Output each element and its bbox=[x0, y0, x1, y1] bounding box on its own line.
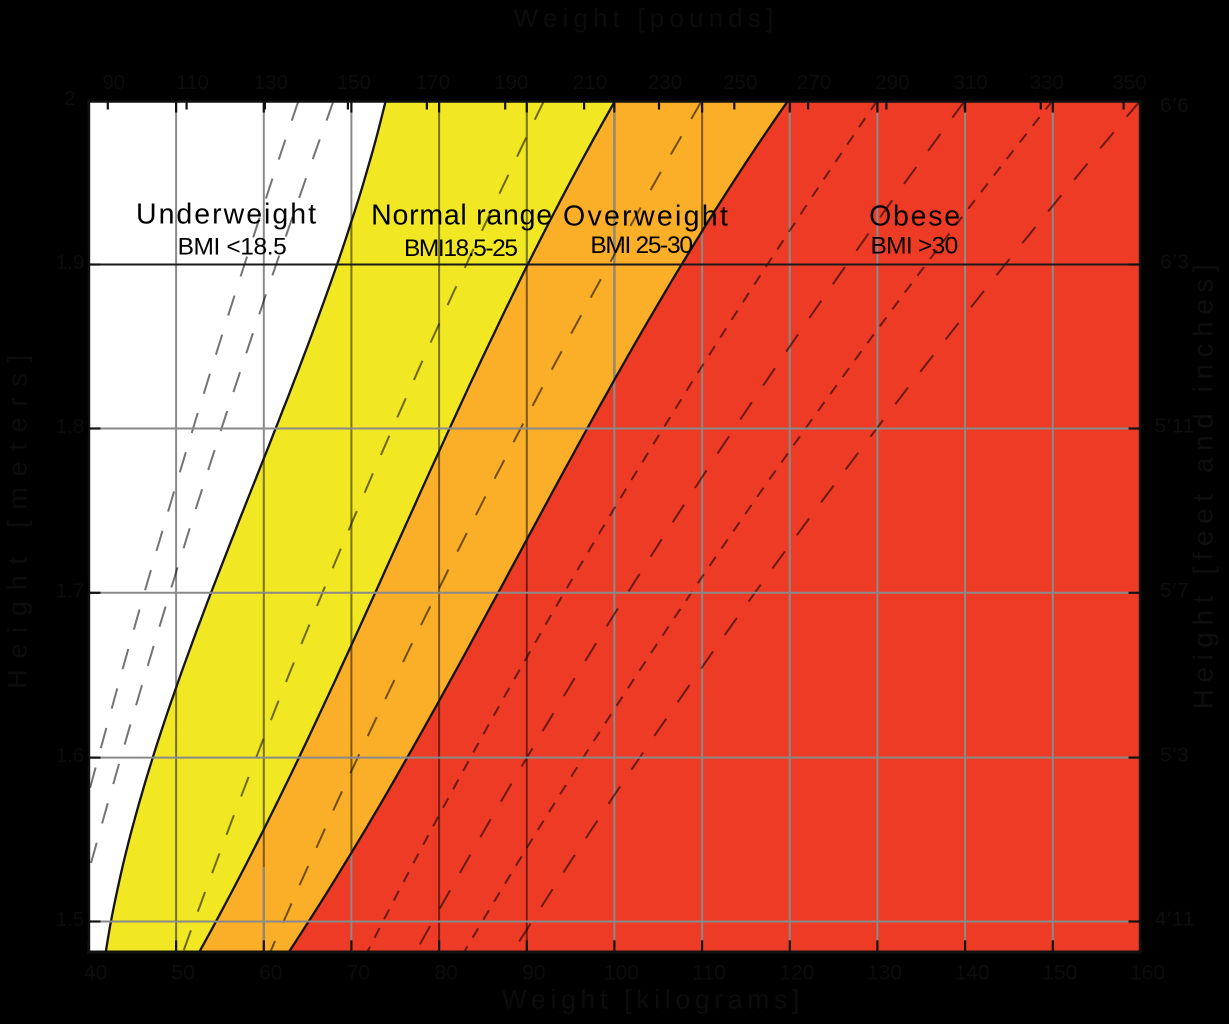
svg-text:Height [meters]: Height [meters] bbox=[3, 344, 33, 689]
svg-text:130: 130 bbox=[867, 962, 902, 985]
svg-text:60: 60 bbox=[259, 962, 282, 985]
svg-text:350: 350 bbox=[1112, 71, 1146, 94]
svg-text:2: 2 bbox=[64, 87, 75, 110]
svg-text:Underweight: Underweight bbox=[136, 199, 318, 231]
svg-text:Height [feet and inches]: Height [feet and inches] bbox=[1187, 258, 1218, 710]
svg-text:1.7: 1.7 bbox=[56, 579, 85, 602]
svg-text:170: 170 bbox=[416, 71, 450, 94]
svg-text:1.8: 1.8 bbox=[56, 415, 85, 438]
svg-text:5′3: 5′3 bbox=[1160, 744, 1190, 767]
svg-text:Obese: Obese bbox=[869, 201, 962, 233]
svg-text:BMI18.5-25: BMI18.5-25 bbox=[404, 235, 517, 262]
svg-text:5′7: 5′7 bbox=[1160, 579, 1190, 602]
svg-text:4′11: 4′11 bbox=[1155, 908, 1196, 931]
svg-text:BMI <18.5: BMI <18.5 bbox=[178, 234, 287, 261]
svg-text:90: 90 bbox=[522, 962, 545, 985]
svg-text:40: 40 bbox=[84, 962, 107, 985]
svg-text:150: 150 bbox=[337, 71, 371, 94]
svg-text:250: 250 bbox=[723, 71, 757, 94]
svg-text:100: 100 bbox=[604, 962, 639, 985]
svg-text:270: 270 bbox=[797, 71, 831, 94]
svg-text:BMI >30: BMI >30 bbox=[870, 233, 957, 260]
svg-text:Normal range: Normal range bbox=[371, 200, 553, 232]
svg-text:190: 190 bbox=[494, 71, 528, 94]
svg-text:5′11: 5′11 bbox=[1155, 415, 1196, 438]
svg-text:120: 120 bbox=[779, 962, 814, 985]
svg-text:230: 230 bbox=[648, 71, 682, 94]
svg-text:1.6: 1.6 bbox=[56, 744, 85, 767]
svg-text:Weight [kilograms]: Weight [kilograms] bbox=[502, 984, 804, 1014]
svg-text:110: 110 bbox=[176, 71, 209, 94]
svg-text:290: 290 bbox=[875, 71, 909, 94]
svg-text:1.5: 1.5 bbox=[56, 908, 85, 931]
svg-text:BMI 25-30: BMI 25-30 bbox=[590, 232, 692, 259]
svg-text:140: 140 bbox=[955, 962, 990, 985]
svg-text:80: 80 bbox=[434, 962, 457, 985]
svg-text:130: 130 bbox=[254, 71, 288, 94]
svg-text:160: 160 bbox=[1130, 962, 1165, 985]
svg-text:90: 90 bbox=[102, 71, 125, 94]
svg-text:210: 210 bbox=[573, 71, 607, 94]
svg-text:150: 150 bbox=[1042, 962, 1077, 985]
svg-text:50: 50 bbox=[171, 962, 194, 985]
svg-text:330: 330 bbox=[1030, 71, 1064, 94]
svg-text:6′6: 6′6 bbox=[1160, 94, 1190, 117]
svg-text:6′3: 6′3 bbox=[1160, 251, 1190, 274]
svg-text:70: 70 bbox=[347, 962, 370, 985]
svg-text:Overweight: Overweight bbox=[563, 201, 730, 233]
svg-text:Weight [pounds]: Weight [pounds] bbox=[514, 3, 779, 33]
svg-text:310: 310 bbox=[954, 71, 988, 94]
svg-text:110: 110 bbox=[692, 962, 725, 985]
svg-text:1.9: 1.9 bbox=[56, 251, 85, 274]
